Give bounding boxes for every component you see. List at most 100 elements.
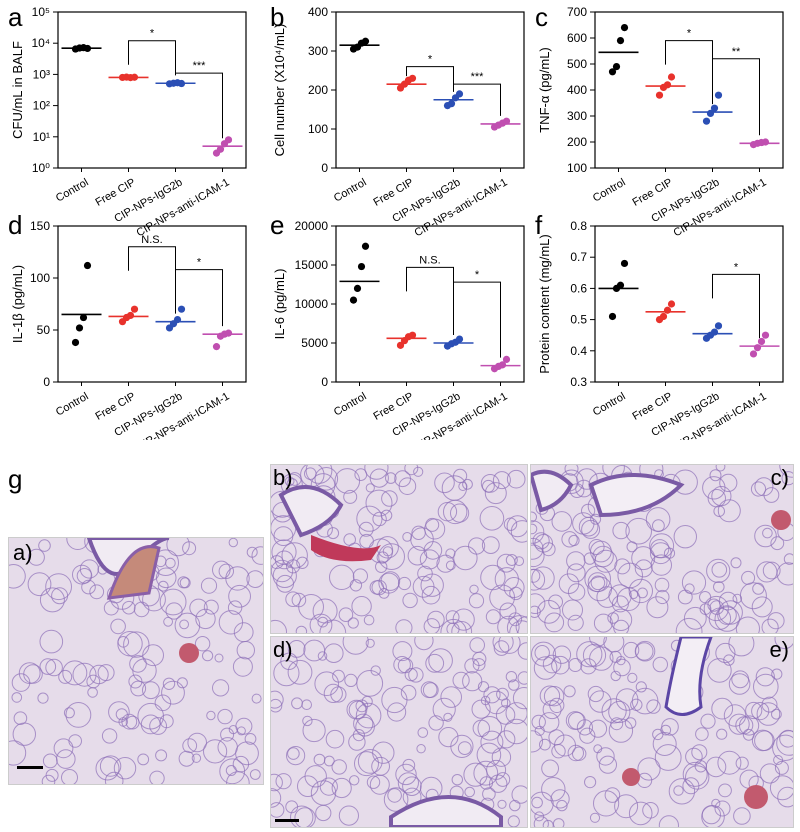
y-tick-label: 0 [43, 375, 50, 389]
data-point [83, 261, 92, 270]
alveolus [414, 637, 434, 651]
alveolus [338, 805, 360, 826]
alveolus [733, 807, 751, 825]
data-point [79, 313, 88, 322]
data-point [608, 312, 617, 321]
alveolus [212, 679, 230, 697]
alveolus [531, 568, 546, 591]
alveolus [728, 637, 755, 657]
alveolus [332, 669, 345, 683]
alveolus [273, 526, 294, 546]
alveolus [62, 660, 88, 686]
alveolus [652, 656, 669, 673]
alveolus [777, 786, 793, 808]
alveolus [101, 728, 118, 744]
alveolus [203, 739, 228, 764]
data-point [408, 331, 417, 339]
alveolus [723, 654, 735, 666]
alveolus [682, 761, 708, 787]
alveolus [419, 549, 440, 570]
alveolus [691, 744, 708, 761]
alveolus [163, 616, 174, 627]
significance-bracket [175, 269, 223, 327]
alveolus [314, 671, 340, 697]
y-tick-label: 0 [321, 375, 328, 389]
y-tick-label: 5000 [301, 336, 328, 350]
alveolus [11, 692, 23, 703]
alveolus [770, 536, 785, 551]
alveolus [137, 753, 150, 766]
alveolus [707, 598, 721, 612]
alveolus [779, 465, 793, 478]
alveolus [174, 612, 201, 639]
data-point [224, 329, 233, 337]
alveolus [567, 744, 584, 762]
alveolus [81, 579, 96, 595]
alveolus [378, 543, 405, 570]
alveolus [13, 711, 28, 725]
alveolus [295, 625, 308, 633]
alveolus [509, 620, 527, 633]
alveolus [297, 775, 319, 797]
data-point [710, 328, 719, 336]
alveolus [628, 801, 653, 826]
data-point [212, 343, 221, 351]
y-tick-label: 10⁰ [32, 161, 50, 175]
alveolus [451, 774, 464, 786]
y-tick-label: 400 [567, 83, 587, 97]
alveolus [713, 581, 725, 593]
alveolus [356, 505, 383, 532]
alveolus [353, 713, 374, 734]
data-point [749, 350, 758, 358]
plot-frame [57, 11, 247, 169]
chart-a: a 10⁰ 10¹ 10² 10³ 10⁴ 10⁵ CFU/mL in BALF Control… [8, 2, 247, 239]
alveolus [566, 563, 586, 583]
alveolus [649, 533, 675, 559]
significance-bracket [175, 72, 223, 139]
alveolus [783, 553, 793, 565]
alveolus [95, 756, 120, 781]
alveolus [404, 465, 419, 476]
alveolus [588, 539, 605, 555]
alveolus [533, 816, 549, 827]
alveolus [625, 517, 652, 545]
panel-letter-a: a [8, 2, 23, 32]
alveolus [438, 727, 459, 748]
alveolus [608, 718, 634, 743]
data-point [408, 74, 417, 82]
alveolus [741, 570, 756, 585]
alveolus [227, 600, 243, 615]
alveolus [355, 699, 369, 713]
alveolus [717, 750, 742, 775]
alveolus [219, 758, 246, 784]
data-point [612, 63, 621, 71]
alveolus [511, 785, 527, 804]
significance-label: * [687, 28, 692, 40]
data-point [608, 68, 617, 76]
alveolus [593, 613, 613, 633]
alveolus [79, 559, 100, 579]
alveolus [634, 559, 653, 578]
alveolus [42, 753, 58, 769]
alveolus [756, 702, 781, 726]
alveolus [567, 583, 586, 601]
alveolus [652, 732, 677, 756]
data-point [502, 355, 511, 363]
alveolus [539, 738, 551, 751]
alveolus [576, 468, 598, 490]
histology-label-c: c) [770, 465, 789, 490]
data-point [702, 117, 711, 125]
alveolus [372, 741, 395, 764]
alveolus [45, 658, 63, 677]
alveolus [416, 744, 426, 754]
alveolus [774, 637, 793, 650]
alveolus [397, 772, 419, 794]
alveolus [296, 556, 309, 570]
y-tick-label: 20000 [295, 219, 329, 233]
alveolus [624, 717, 637, 729]
alveolus [72, 662, 97, 687]
alveolus [711, 697, 734, 720]
alveolus [492, 637, 514, 653]
alveolus [280, 652, 298, 670]
alveolus [287, 747, 300, 760]
